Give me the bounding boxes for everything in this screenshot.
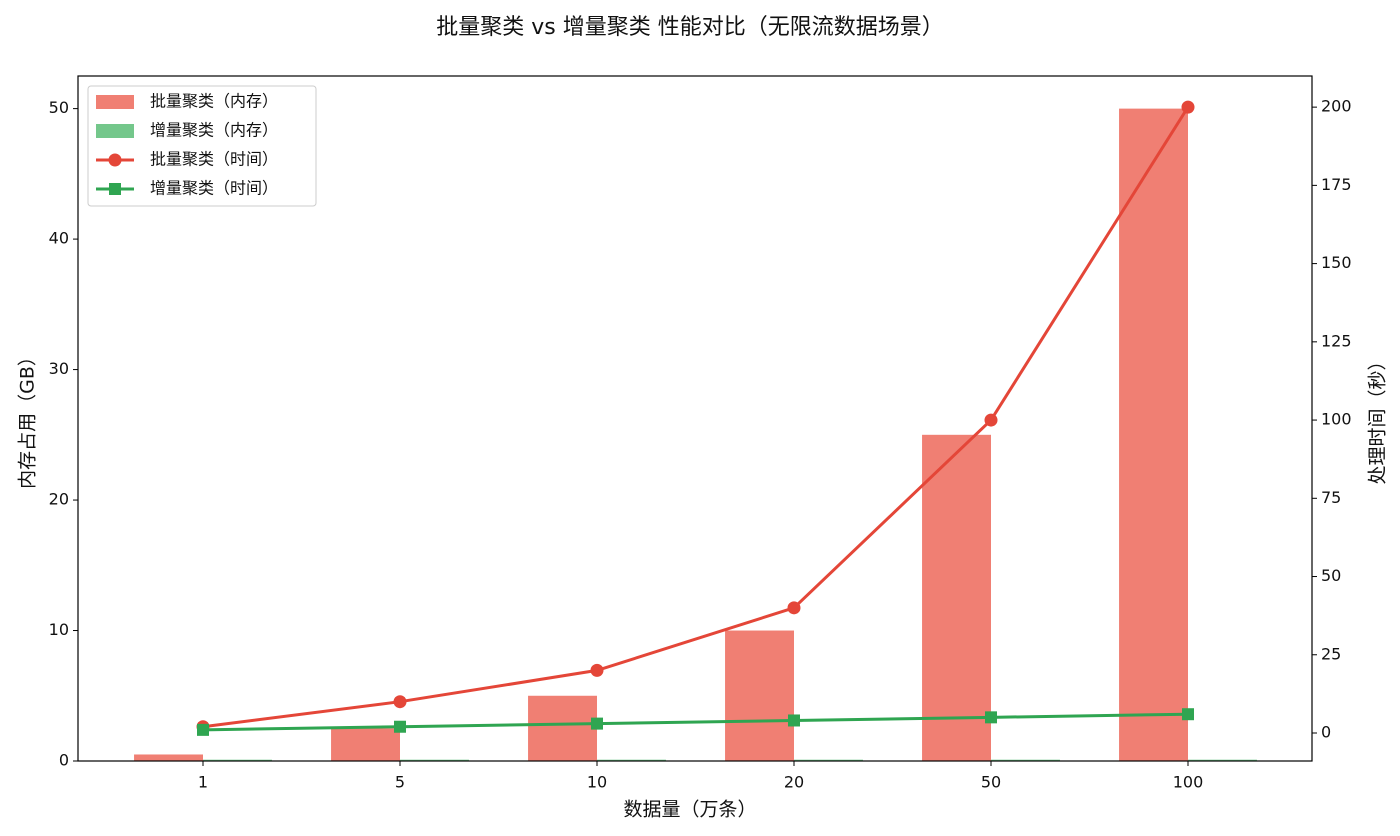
legend-marker xyxy=(108,153,122,167)
y-tick-label: 30 xyxy=(49,359,69,378)
marker xyxy=(787,601,801,615)
y-axis-label: 内存占用（GB） xyxy=(17,347,39,489)
marker xyxy=(788,714,800,727)
chart-title: 批量聚类 vs 增量聚类 性能对比（无限流数据场景） xyxy=(436,15,943,40)
x-axis-label: 数据量（万条） xyxy=(623,799,756,821)
bar xyxy=(1119,108,1188,762)
marker xyxy=(591,717,603,730)
y2-tick-label: 100 xyxy=(1321,410,1352,429)
bar xyxy=(528,695,597,761)
x-tick-label: 20 xyxy=(784,773,804,792)
legend-label: 增量聚类（时间） xyxy=(150,179,278,198)
x-tick-label: 1 xyxy=(198,773,208,792)
marker xyxy=(590,663,604,677)
bar xyxy=(725,630,794,761)
line xyxy=(202,106,1190,729)
bar xyxy=(400,759,469,761)
bar xyxy=(1188,759,1257,761)
y2-tick-label: 125 xyxy=(1321,331,1352,350)
legend-box xyxy=(87,85,317,207)
marker xyxy=(394,720,406,733)
x-tick-label: 100 xyxy=(1173,773,1204,792)
plot-frame xyxy=(77,75,1313,762)
y-tick-label: 10 xyxy=(49,620,69,639)
marker xyxy=(393,695,407,709)
y2-tick-label: 25 xyxy=(1321,644,1341,663)
y2-tick-label: 150 xyxy=(1321,253,1352,272)
legend-label: 批量聚类（内存） xyxy=(150,92,278,111)
bar xyxy=(991,759,1060,761)
y2-tick-label: 0 xyxy=(1321,722,1331,741)
bar xyxy=(794,759,863,761)
x-tick-label: 5 xyxy=(395,773,405,792)
marker xyxy=(1182,708,1194,721)
legend-label: 增量聚类（内存） xyxy=(150,121,278,140)
legend-swatch xyxy=(96,124,134,138)
y-tick-label: 20 xyxy=(49,490,69,509)
y2-tick-label: 50 xyxy=(1321,566,1341,585)
legend-label: 批量聚类（时间） xyxy=(150,150,278,169)
legend-marker xyxy=(109,183,121,195)
y2-tick-label: 75 xyxy=(1321,488,1341,507)
y2-tick-label: 200 xyxy=(1321,97,1352,116)
marker xyxy=(984,413,998,427)
y-tick-label: 50 xyxy=(49,98,69,117)
x-tick-label: 10 xyxy=(587,773,607,792)
marker xyxy=(985,711,997,724)
legend-swatch xyxy=(96,95,134,109)
y2-axis-label: 处理时间（秒） xyxy=(1367,351,1389,484)
y-tick-label: 40 xyxy=(49,229,69,248)
bar xyxy=(597,759,666,761)
bar xyxy=(203,759,272,761)
bar xyxy=(922,434,991,761)
marker xyxy=(197,723,209,736)
y2-tick-label: 175 xyxy=(1321,175,1352,194)
marker xyxy=(1181,100,1195,114)
bar xyxy=(331,728,400,761)
x-tick-label: 50 xyxy=(981,773,1001,792)
line xyxy=(202,712,1189,732)
y-tick-label: 0 xyxy=(59,751,69,770)
bar xyxy=(134,754,203,761)
